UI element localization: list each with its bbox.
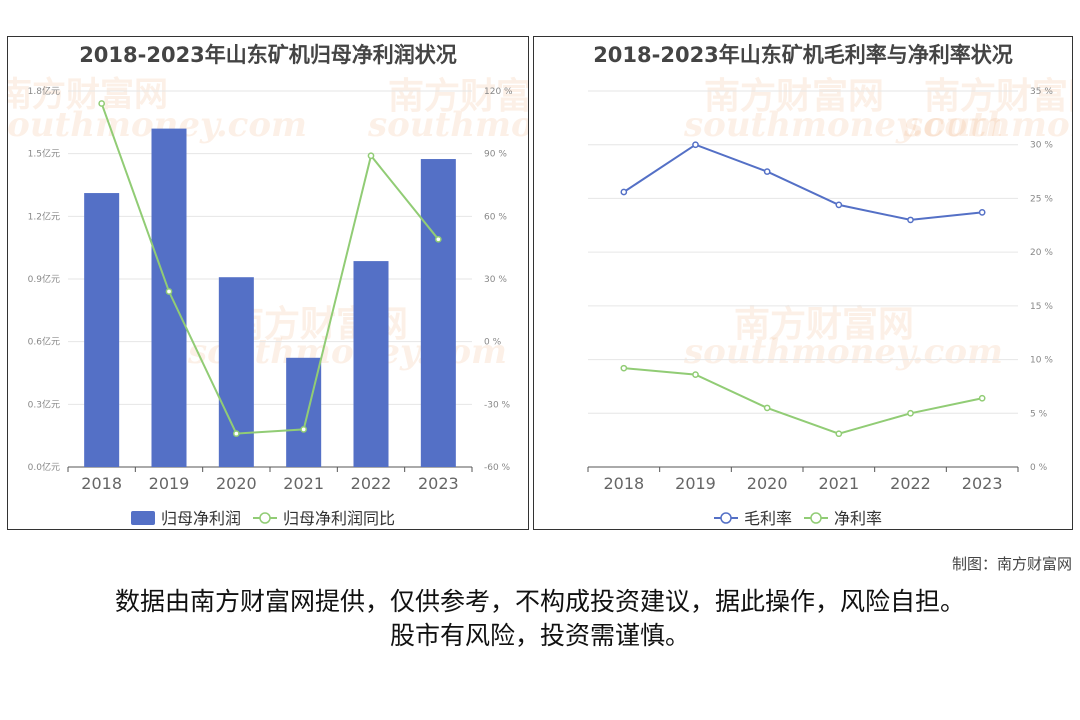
data-point-归母净利润同比	[300, 426, 308, 433]
y-right-tick-label: 0 %	[1030, 463, 1048, 473]
y-right-tick-label: 35 %	[1030, 87, 1053, 97]
data-point-归母净利润同比	[98, 100, 106, 107]
x-tick-label: 2019	[675, 474, 716, 493]
x-tick-label: 2019	[149, 474, 190, 493]
y-right-tick-label: 10 %	[1030, 356, 1053, 366]
data-point-毛利率	[763, 168, 771, 175]
y-right-tick-label: 20 %	[1030, 248, 1053, 258]
x-tick-label: 2018	[81, 474, 122, 493]
bar-归母净利润	[420, 159, 456, 467]
x-tick-label: 2020	[747, 474, 788, 493]
y-right-tick-label: -30 %	[484, 400, 511, 410]
legend-label-归母净利润同比: 归母净利润同比	[283, 509, 395, 528]
legend-marker-毛利率	[720, 512, 732, 524]
data-point-毛利率	[620, 188, 628, 196]
data-point-毛利率	[978, 209, 986, 216]
legend-label-毛利率: 毛利率	[744, 509, 792, 528]
x-tick-label: 2022	[351, 474, 392, 493]
line-series-归母净利润同比	[100, 103, 440, 435]
chart-credit: 制图：南方财富网	[951, 555, 1072, 573]
y-right-tick-label: -60 %	[484, 463, 511, 473]
data-point-净利率	[620, 364, 628, 372]
data-point-净利率	[978, 394, 986, 402]
line-series-净利率	[623, 367, 983, 435]
x-tick-label: 2023	[418, 474, 459, 493]
data-point-毛利率	[835, 201, 843, 209]
data-point-归母净利润同比	[232, 430, 240, 437]
bar-归母净利润	[218, 277, 254, 467]
y-right-tick-label: 25 %	[1030, 194, 1053, 204]
y-right-tick-label: 15 %	[1030, 302, 1053, 312]
y-right-tick-label: 0 %	[484, 338, 502, 348]
legend-swatch-归母净利润	[131, 511, 155, 525]
line-series-毛利率	[623, 143, 983, 221]
y-right-tick-label: 60 %	[484, 212, 507, 222]
y-left-tick-label: 1.5亿元	[28, 148, 60, 160]
legend-marker-归母净利润同比	[259, 512, 271, 524]
net-profit-chart-panel: 南方财富网 southmoney.com 南方财富网 southmoney.co…	[7, 36, 529, 530]
margin-chart: 0 % 5 % 10 % 15 % 20 % 25 % 30 % 35 % 2018 2019 20…	[587, 87, 1053, 528]
x-tick-label: 2021	[283, 474, 324, 493]
y-right-tick-label: 30 %	[484, 275, 507, 285]
data-point-净利率	[692, 371, 699, 378]
data-point-毛利率	[692, 141, 699, 149]
y-left-tick-label: 0.3亿元	[28, 398, 60, 410]
data-point-毛利率	[907, 216, 914, 224]
margin-chart-panel: 南方财富网 southmoney.com 南方财富网 southmoney.co…	[533, 36, 1073, 530]
legend-label-净利率: 净利率	[834, 509, 882, 528]
data-point-归母净利润同比	[165, 288, 173, 295]
x-tick-label: 2021	[818, 474, 859, 493]
y-left-tick-label: 1.2亿元	[28, 210, 60, 222]
disclaimer-line-1: 数据由南方财富网提供，仅供参考，不构成投资建议，据此操作，风险自担。	[114, 587, 965, 616]
data-point-净利率	[907, 409, 914, 417]
y-right-tick-label: 90 %	[484, 150, 507, 160]
bar-归母净利润	[286, 357, 322, 467]
y-right-tick-label: 5 %	[1030, 409, 1048, 419]
data-point-净利率	[763, 404, 771, 412]
net-profit-chart: -60 % 0.0亿元 -30 % 0.3亿元 0 % 0.6亿元 30 % 0.9亿元 60 …	[28, 85, 513, 528]
chart-title: 2018-2023年山东矿机归母净利润状况	[79, 43, 457, 67]
bar-归母净利润	[353, 261, 389, 467]
x-tick-label: 2023	[962, 474, 1003, 493]
disclaimer-line-2: 股市有风险，投资需谨慎。	[389, 621, 690, 650]
y-left-tick-label: 0.0亿元	[28, 461, 60, 473]
data-point-净利率	[835, 430, 843, 438]
data-point-归母净利润同比	[367, 152, 375, 160]
legend-marker-净利率	[810, 512, 822, 524]
y-left-tick-label: 0.9亿元	[28, 273, 60, 285]
y-right-tick-label: 120 %	[484, 87, 513, 97]
y-left-tick-label: 1.8亿元	[28, 85, 60, 97]
x-tick-label: 2018	[603, 474, 644, 493]
x-tick-label: 2020	[216, 474, 257, 493]
legend-label-归母净利润: 归母净利润	[161, 509, 241, 528]
bar-归母净利润	[84, 193, 120, 468]
chart-title: 2018-2023年山东矿机毛利率与净利率状况	[593, 43, 1013, 67]
y-right-tick-label: 30 %	[1030, 141, 1053, 151]
x-tick-label: 2022	[890, 474, 931, 493]
bar-归母净利润	[151, 128, 187, 467]
data-point-归母净利润同比	[434, 235, 442, 243]
y-left-tick-label: 0.6亿元	[28, 336, 60, 348]
